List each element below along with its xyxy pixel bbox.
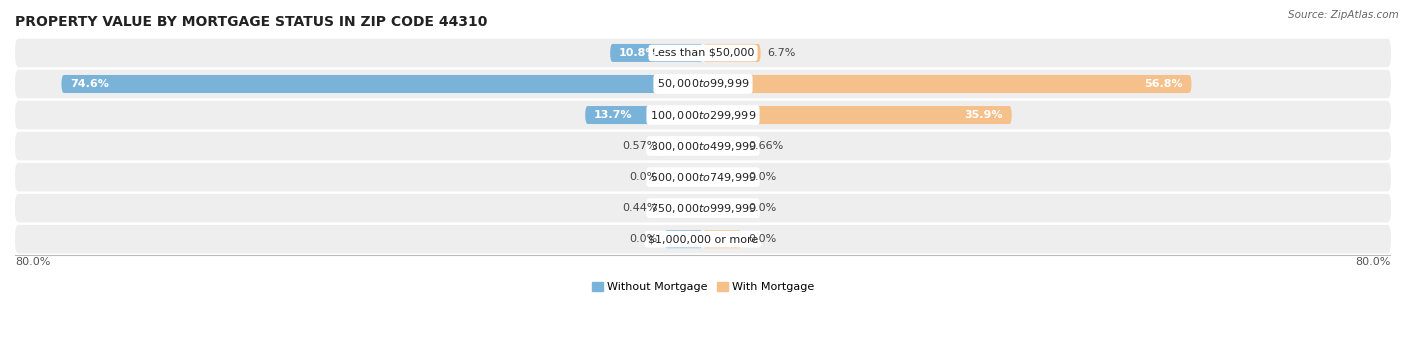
Text: 74.6%: 74.6% (70, 79, 108, 89)
Text: $1,000,000 or more: $1,000,000 or more (648, 234, 758, 244)
Text: 0.0%: 0.0% (748, 203, 778, 213)
FancyBboxPatch shape (15, 225, 1391, 253)
FancyBboxPatch shape (703, 230, 742, 248)
Text: 10.8%: 10.8% (619, 48, 657, 58)
FancyBboxPatch shape (62, 75, 703, 93)
FancyBboxPatch shape (610, 44, 703, 62)
FancyBboxPatch shape (15, 194, 1391, 222)
Text: 35.9%: 35.9% (965, 110, 1002, 120)
Text: 80.0%: 80.0% (1355, 257, 1391, 267)
Text: 0.57%: 0.57% (621, 141, 658, 151)
Text: 0.44%: 0.44% (621, 203, 658, 213)
Text: $300,000 to $499,999: $300,000 to $499,999 (650, 139, 756, 153)
Text: 0.0%: 0.0% (628, 234, 658, 244)
Text: PROPERTY VALUE BY MORTGAGE STATUS IN ZIP CODE 44310: PROPERTY VALUE BY MORTGAGE STATUS IN ZIP… (15, 15, 488, 29)
Text: $50,000 to $99,999: $50,000 to $99,999 (657, 78, 749, 90)
Text: 0.66%: 0.66% (748, 141, 783, 151)
FancyBboxPatch shape (703, 199, 742, 217)
Text: 0.0%: 0.0% (748, 172, 778, 182)
FancyBboxPatch shape (703, 106, 1012, 124)
FancyBboxPatch shape (664, 199, 703, 217)
Text: $500,000 to $749,999: $500,000 to $749,999 (650, 171, 756, 184)
Text: 0.0%: 0.0% (748, 234, 778, 244)
Text: 80.0%: 80.0% (15, 257, 51, 267)
Text: 56.8%: 56.8% (1144, 79, 1182, 89)
FancyBboxPatch shape (703, 137, 742, 155)
Text: Less than $50,000: Less than $50,000 (652, 48, 754, 58)
FancyBboxPatch shape (664, 137, 703, 155)
FancyBboxPatch shape (703, 44, 761, 62)
Text: $750,000 to $999,999: $750,000 to $999,999 (650, 202, 756, 215)
Text: 0.0%: 0.0% (628, 172, 658, 182)
FancyBboxPatch shape (585, 106, 703, 124)
FancyBboxPatch shape (15, 132, 1391, 160)
Text: 13.7%: 13.7% (593, 110, 633, 120)
FancyBboxPatch shape (15, 101, 1391, 129)
Text: Source: ZipAtlas.com: Source: ZipAtlas.com (1288, 10, 1399, 20)
FancyBboxPatch shape (703, 75, 1191, 93)
Text: $100,000 to $299,999: $100,000 to $299,999 (650, 108, 756, 121)
Legend: Without Mortgage, With Mortgage: Without Mortgage, With Mortgage (588, 277, 818, 297)
FancyBboxPatch shape (15, 70, 1391, 98)
FancyBboxPatch shape (703, 168, 742, 186)
Text: 6.7%: 6.7% (768, 48, 796, 58)
FancyBboxPatch shape (664, 168, 703, 186)
FancyBboxPatch shape (664, 230, 703, 248)
FancyBboxPatch shape (15, 39, 1391, 67)
FancyBboxPatch shape (15, 163, 1391, 191)
